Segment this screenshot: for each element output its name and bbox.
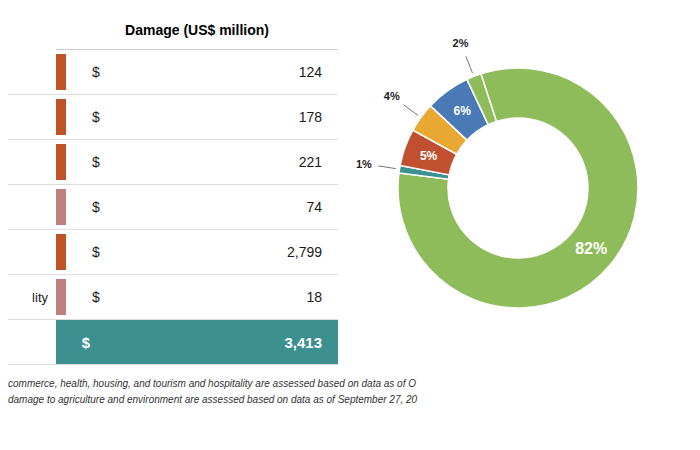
html-text:damage to agriculture and envi: damage to agriculture and environment ar… bbox=[8, 394, 418, 405]
html-text:221: 221 bbox=[298, 154, 322, 170]
svg-text:6%: 6% bbox=[453, 104, 471, 118]
html-text:commerce, health, housing, and: commerce, health, housing, and tourism a… bbox=[8, 378, 416, 389]
svg-text:5%: 5% bbox=[420, 149, 438, 163]
svg-text:1%: 1% bbox=[356, 158, 372, 170]
html-text:124: 124 bbox=[298, 64, 322, 80]
html-text:Damage (US$ million): Damage (US$ million) bbox=[125, 22, 269, 38]
html-text:178: 178 bbox=[298, 109, 322, 125]
html-text:74: 74 bbox=[306, 199, 322, 215]
html-text:lity: lity bbox=[32, 289, 48, 305]
svg-text:2%: 2% bbox=[453, 37, 469, 49]
svg-text:82%: 82% bbox=[575, 240, 607, 257]
svg-text:4%: 4% bbox=[384, 90, 400, 102]
html-text:3,413: 3,413 bbox=[284, 333, 322, 351]
html-text:18: 18 bbox=[306, 289, 322, 305]
html-text:2,799: 2,799 bbox=[287, 244, 322, 260]
